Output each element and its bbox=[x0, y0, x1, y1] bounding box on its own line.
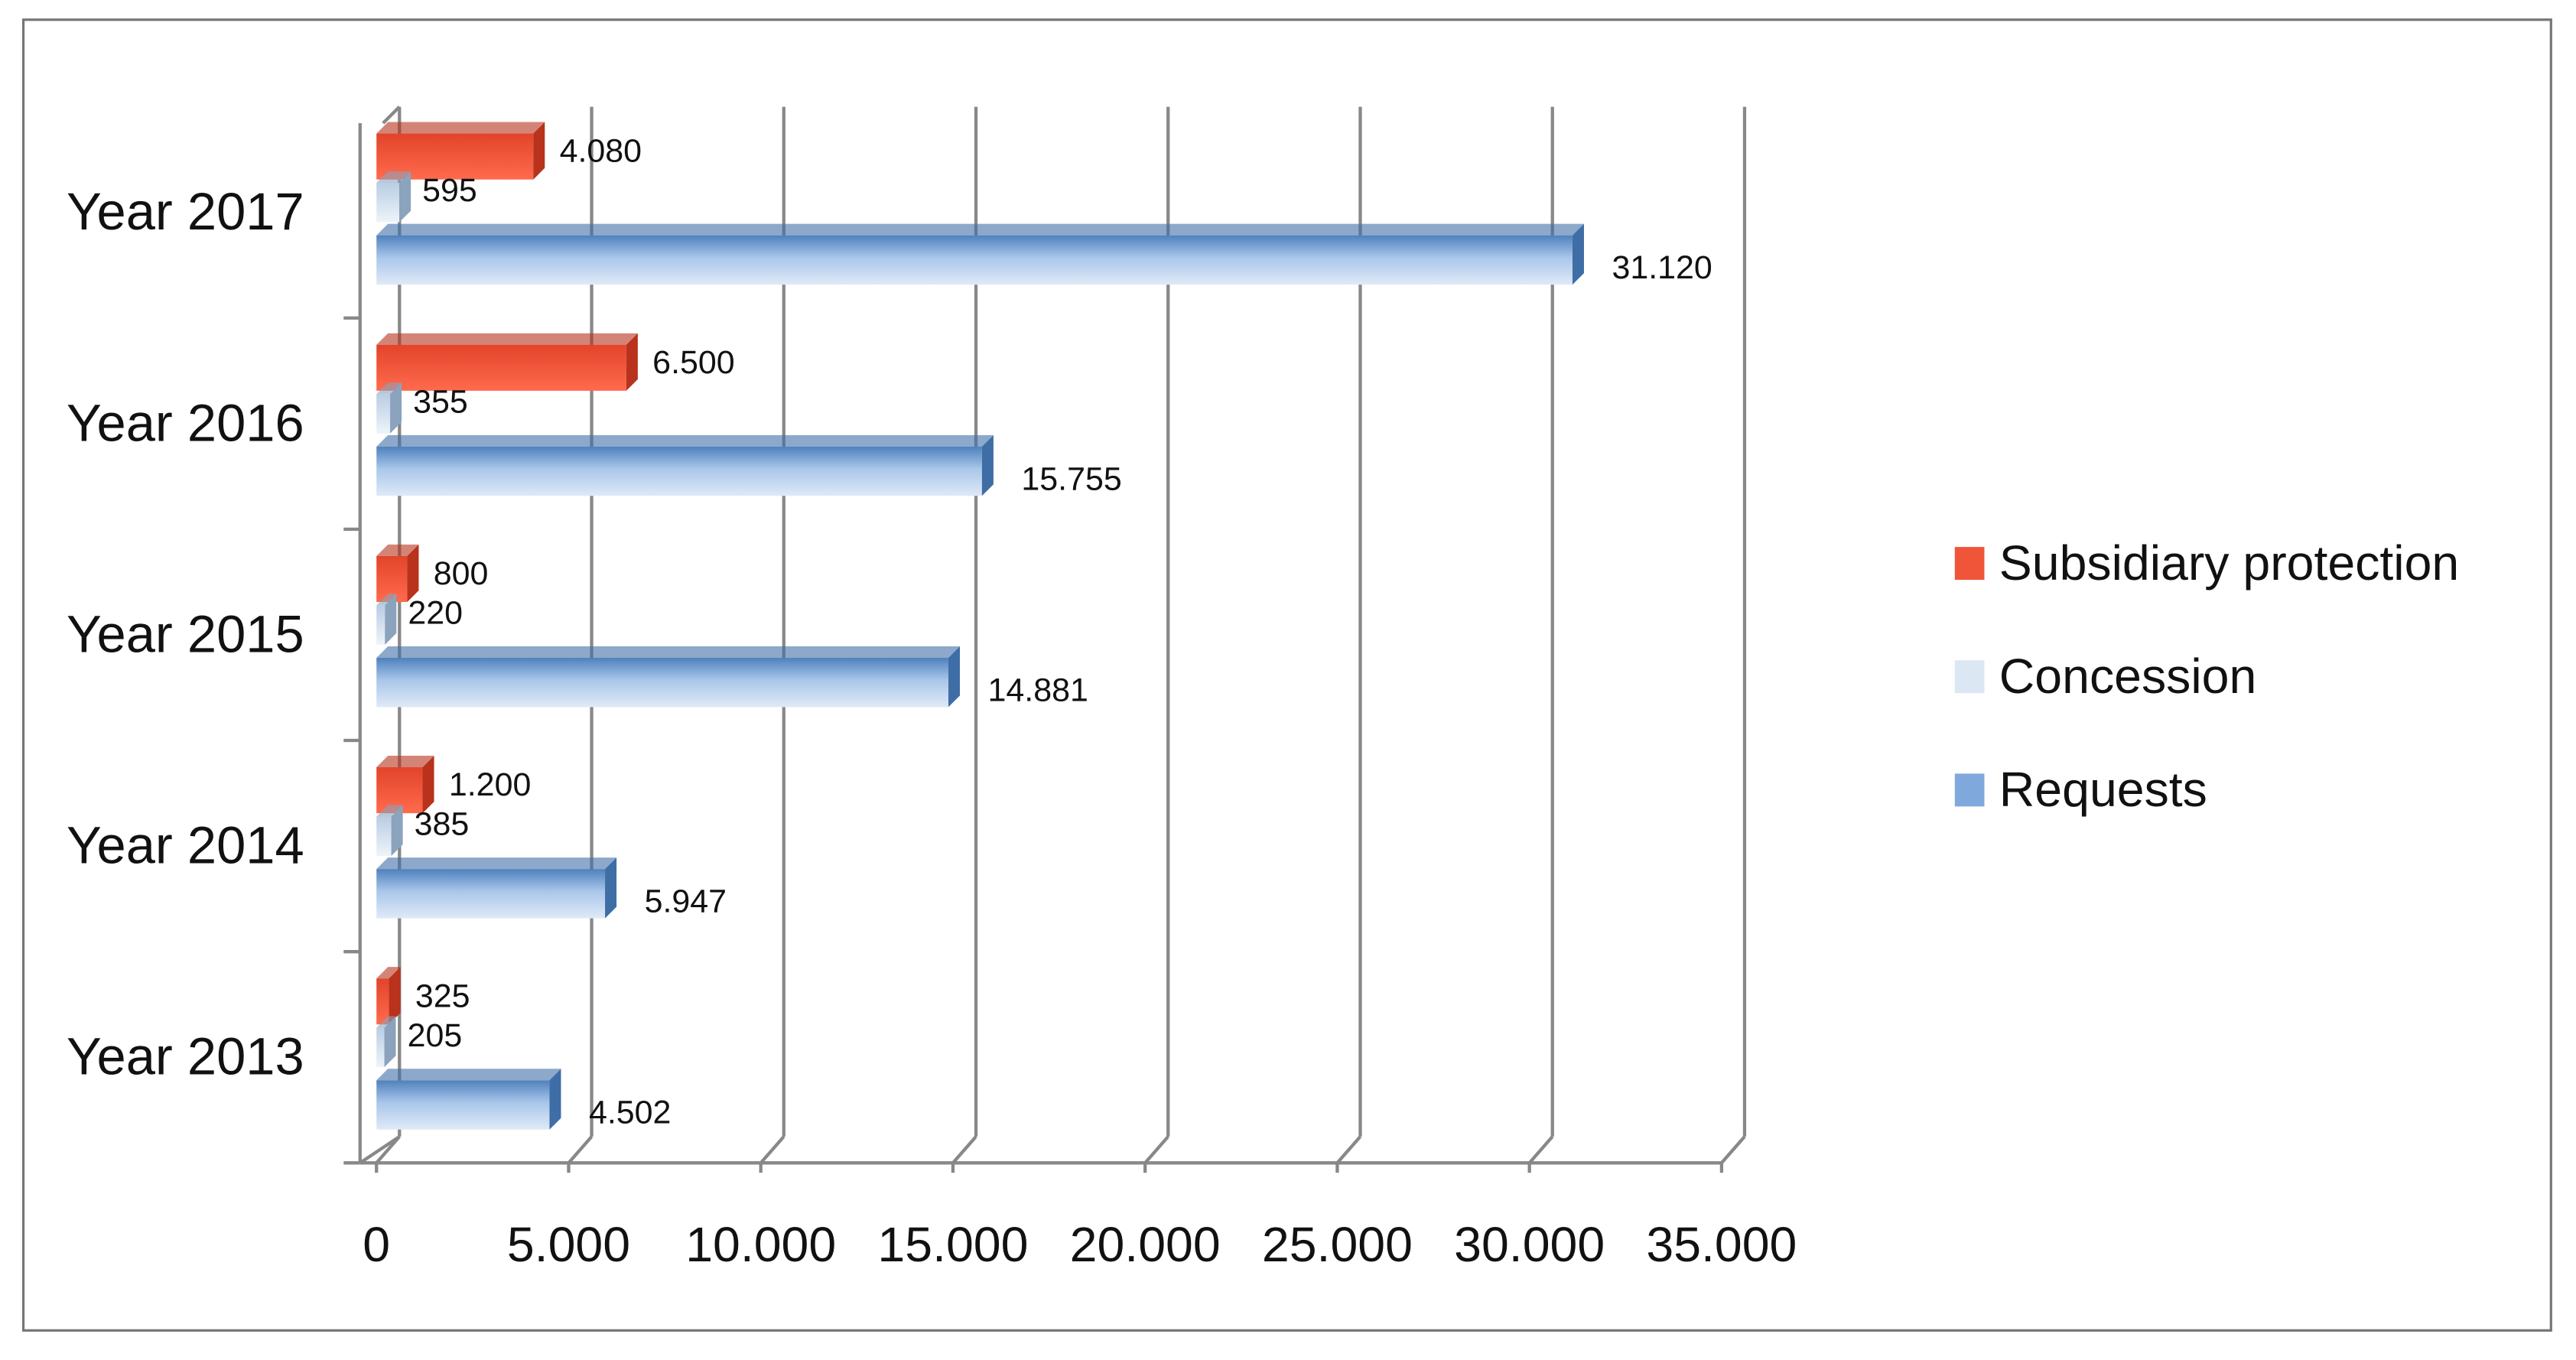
data-label: 5.947 bbox=[645, 883, 727, 920]
bar-top bbox=[376, 171, 411, 183]
bar-end bbox=[605, 857, 617, 919]
legend-label: Subsidiary protection bbox=[1999, 535, 2459, 591]
y-tick-label: Year 2013 bbox=[67, 1027, 304, 1086]
bar bbox=[376, 816, 392, 856]
bar-top bbox=[376, 382, 402, 395]
x-tick-label: 5.000 bbox=[507, 1217, 630, 1272]
data-label: 325 bbox=[415, 978, 470, 1014]
grid-line-floor bbox=[759, 1135, 785, 1164]
bar-top bbox=[376, 333, 638, 345]
y-tick-label: Year 2016 bbox=[67, 393, 304, 452]
x-tick-label: 25.000 bbox=[1262, 1217, 1413, 1272]
bar-top bbox=[376, 434, 994, 447]
bar bbox=[376, 978, 389, 1025]
bar bbox=[376, 1080, 550, 1130]
bar-top bbox=[376, 857, 617, 870]
chart-border bbox=[21, 18, 2552, 1332]
data-label: 220 bbox=[408, 595, 463, 632]
bar-top bbox=[376, 646, 960, 659]
bar-end bbox=[533, 122, 545, 180]
data-label: 1.200 bbox=[449, 766, 531, 803]
bar-end bbox=[981, 434, 994, 496]
bar-end bbox=[391, 805, 403, 856]
bar bbox=[376, 235, 1573, 285]
x-tick-label: 10.000 bbox=[685, 1217, 836, 1272]
bar bbox=[376, 344, 626, 391]
grid-line-floor bbox=[951, 1135, 977, 1164]
bar-top bbox=[376, 122, 545, 134]
data-label: 205 bbox=[408, 1017, 463, 1054]
legend-swatch bbox=[1954, 773, 1985, 807]
bar-top bbox=[376, 223, 1584, 236]
y-tick-label: Year 2014 bbox=[67, 816, 304, 875]
bar-top bbox=[376, 1016, 396, 1028]
y-tick-label: Year 2015 bbox=[67, 604, 304, 663]
data-label: 31.120 bbox=[1612, 249, 1712, 286]
axis-line bbox=[359, 1135, 401, 1165]
bar-end bbox=[407, 544, 419, 603]
bar-end bbox=[399, 171, 411, 223]
y-tick-label: Year 2017 bbox=[67, 182, 304, 241]
x-tick-label: 35.000 bbox=[1646, 1217, 1797, 1272]
grid-line-floor bbox=[1720, 1135, 1746, 1164]
bar-end bbox=[422, 755, 434, 814]
bar-top bbox=[376, 544, 419, 556]
data-label: 385 bbox=[415, 806, 470, 843]
bar-end bbox=[389, 967, 401, 1025]
bar bbox=[376, 446, 982, 496]
x-tick-label: 0 bbox=[363, 1217, 390, 1272]
grid-line-floor bbox=[1528, 1135, 1554, 1164]
bar bbox=[376, 869, 606, 919]
bar-end bbox=[384, 1016, 396, 1068]
bar bbox=[376, 394, 391, 434]
bar bbox=[376, 1027, 385, 1068]
data-label: 800 bbox=[434, 555, 489, 592]
data-label: 355 bbox=[413, 383, 468, 420]
axis-line bbox=[382, 106, 401, 125]
grid-line-floor bbox=[1335, 1135, 1362, 1164]
bar-end bbox=[549, 1069, 561, 1130]
bar bbox=[376, 182, 400, 223]
data-label: 6.500 bbox=[652, 344, 734, 381]
bar-top bbox=[376, 805, 403, 817]
data-label: 4.080 bbox=[560, 133, 642, 170]
bar-top bbox=[376, 755, 434, 768]
grid-line-floor bbox=[375, 1135, 401, 1164]
grid-line-floor bbox=[1143, 1135, 1169, 1164]
data-label: 4.502 bbox=[589, 1095, 671, 1131]
bar bbox=[376, 605, 385, 645]
legend-label: Requests bbox=[1999, 762, 2207, 817]
x-tick-label: 30.000 bbox=[1454, 1217, 1605, 1272]
legend-swatch bbox=[1954, 660, 1985, 694]
data-label: 595 bbox=[422, 172, 477, 209]
bar-end bbox=[948, 646, 960, 708]
x-tick-label: 20.000 bbox=[1070, 1217, 1221, 1272]
legend-swatch bbox=[1954, 547, 1985, 581]
data-label: 15.755 bbox=[1021, 460, 1121, 497]
bar-end bbox=[385, 594, 397, 645]
bar-top bbox=[376, 1069, 561, 1081]
bar-top bbox=[376, 594, 397, 606]
bar-end bbox=[1572, 223, 1584, 285]
bar-end bbox=[626, 333, 638, 391]
bar-end bbox=[390, 382, 402, 434]
bar-top bbox=[376, 967, 401, 979]
bar bbox=[376, 658, 948, 708]
legend-label: Concession bbox=[1999, 649, 2257, 704]
data-label: 14.881 bbox=[987, 672, 1088, 708]
x-tick-label: 15.000 bbox=[877, 1217, 1028, 1272]
grid-line-floor bbox=[567, 1135, 594, 1164]
